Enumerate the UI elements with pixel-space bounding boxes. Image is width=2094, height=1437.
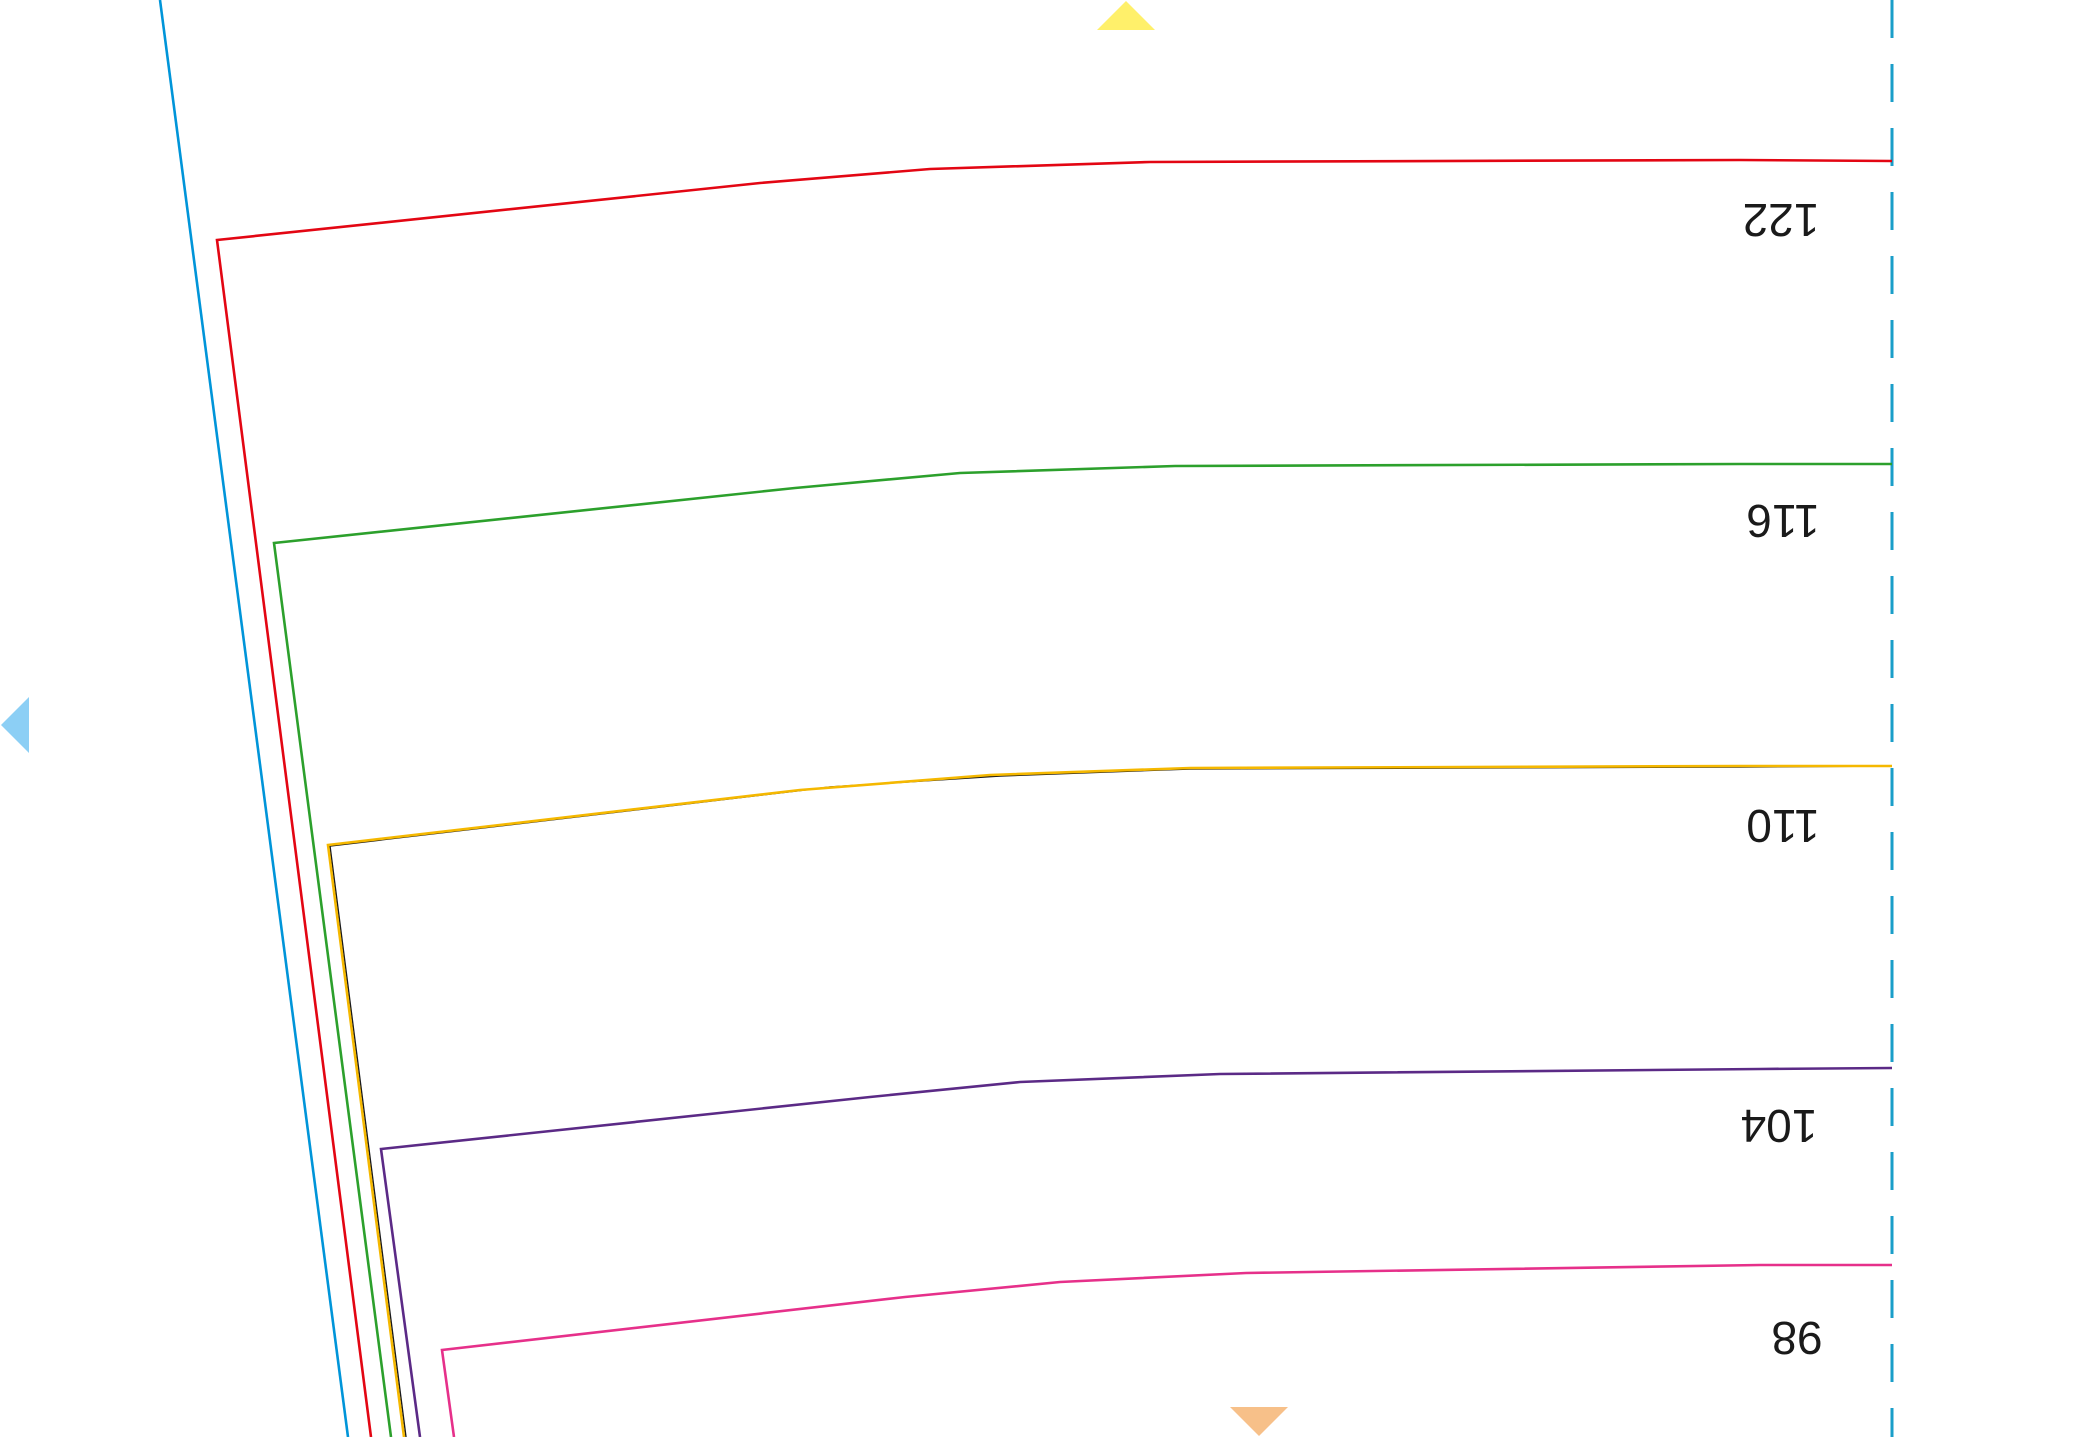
size-label-98: 98 — [1771, 1312, 1822, 1364]
size-outline-98 — [440, 1263, 1892, 1437]
size-outline-116 — [272, 462, 1892, 1437]
bottom-notch-marker — [1230, 1407, 1288, 1436]
size-label-110: 110 — [1746, 800, 1819, 852]
size-outline-110 — [326, 764, 1892, 1437]
size-label-116: 116 — [1746, 495, 1819, 547]
size-label-104: 104 — [1741, 1100, 1818, 1152]
size-outline-122 — [215, 158, 1893, 1437]
top-notch-marker — [1097, 1, 1155, 30]
size-outline-104 — [379, 1066, 1893, 1437]
size-label-122: 122 — [1743, 194, 1820, 246]
grainline — [158, 0, 350, 1437]
left-notch-marker — [1, 697, 29, 753]
